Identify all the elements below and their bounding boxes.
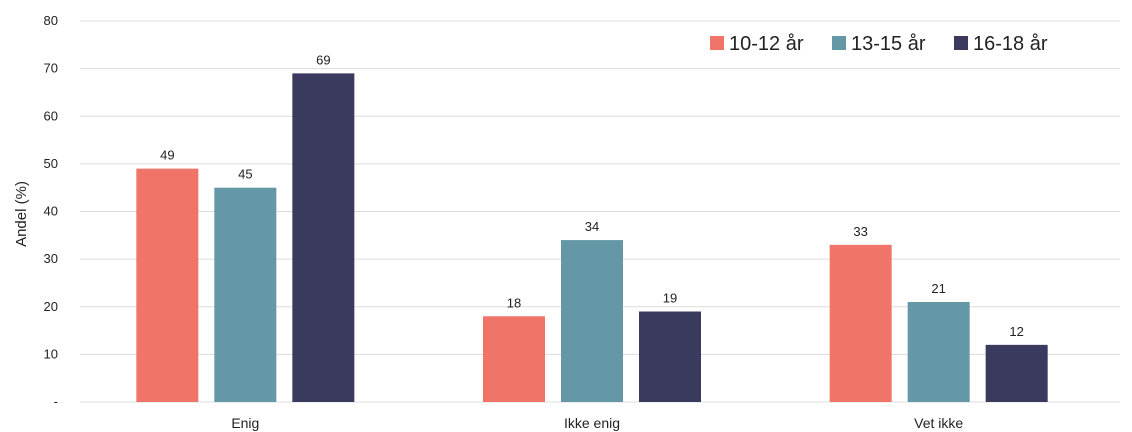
y-tick-label: 70 bbox=[44, 61, 58, 76]
legend-swatch bbox=[710, 36, 724, 50]
bar-value-label: 45 bbox=[238, 167, 252, 182]
bar bbox=[214, 187, 277, 402]
bar-value-label: 18 bbox=[507, 295, 521, 310]
y-tick-label: - bbox=[54, 394, 58, 409]
x-category-label: Enig bbox=[231, 415, 259, 431]
x-category-label: Ikke enig bbox=[564, 415, 620, 431]
bar bbox=[985, 344, 1048, 402]
y-axis-label: Andel (%) bbox=[13, 181, 30, 247]
y-tick-label: 60 bbox=[44, 108, 58, 123]
bar-value-label: 21 bbox=[931, 281, 945, 296]
data-labels: 49 45 69 18 34 19 33 21 12 bbox=[160, 52, 1024, 338]
bar bbox=[483, 316, 545, 402]
legend-item: 16-18 år bbox=[954, 33, 1048, 55]
bar bbox=[639, 311, 701, 402]
legend-swatch bbox=[832, 36, 846, 50]
legend-item: 13-15 år bbox=[832, 33, 926, 55]
bar-value-label: 34 bbox=[585, 219, 599, 234]
bars bbox=[136, 73, 1048, 402]
y-tick-label: 40 bbox=[44, 204, 58, 219]
y-tick-label: 80 bbox=[44, 13, 58, 28]
y-tick-label: 30 bbox=[44, 251, 58, 266]
y-tick-label: 50 bbox=[44, 156, 58, 171]
bar-value-label: 19 bbox=[663, 291, 677, 306]
y-tick-label: 20 bbox=[44, 299, 58, 314]
x-category-label: Vet ikke bbox=[914, 415, 963, 431]
legend-label: 16-18 år bbox=[973, 33, 1048, 55]
x-axis-categories: Enig Ikke enig Vet ikke bbox=[231, 415, 963, 431]
bar bbox=[292, 73, 355, 402]
legend-label: 10-12 år bbox=[729, 33, 804, 55]
y-tick-label: 10 bbox=[44, 346, 58, 361]
y-axis-ticks: - 10 20 30 40 50 60 70 80 bbox=[44, 13, 58, 409]
bar bbox=[561, 240, 623, 402]
bar bbox=[907, 301, 970, 402]
bar-value-label: 49 bbox=[160, 148, 174, 163]
legend: 10-12 år 13-15 år 16-18 år bbox=[710, 33, 1048, 55]
bar-value-label: 33 bbox=[853, 224, 867, 239]
legend-item: 10-12 år bbox=[710, 33, 804, 55]
legend-label: 13-15 år bbox=[851, 33, 926, 55]
bar bbox=[136, 168, 199, 402]
bar-value-label: 12 bbox=[1009, 324, 1023, 339]
bar-value-label: 69 bbox=[316, 52, 330, 67]
legend-swatch bbox=[954, 36, 968, 50]
bar bbox=[829, 244, 892, 402]
